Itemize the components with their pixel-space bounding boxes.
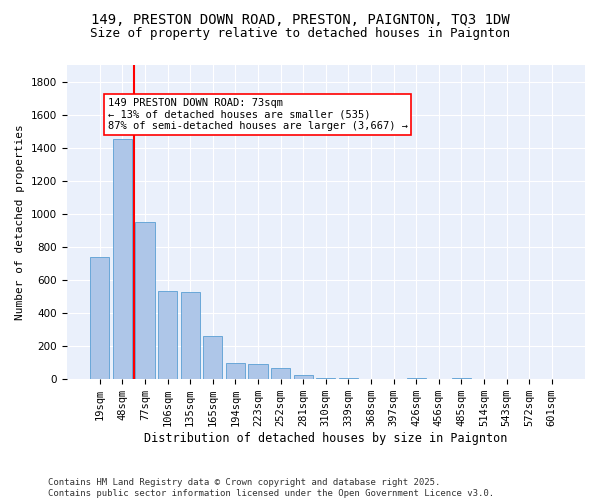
Text: Contains HM Land Registry data © Crown copyright and database right 2025.
Contai: Contains HM Land Registry data © Crown c… <box>48 478 494 498</box>
X-axis label: Distribution of detached houses by size in Paignton: Distribution of detached houses by size … <box>144 432 508 445</box>
Text: Size of property relative to detached houses in Paignton: Size of property relative to detached ho… <box>90 28 510 40</box>
Bar <box>316 378 335 379</box>
Bar <box>113 140 132 379</box>
Text: 149 PRESTON DOWN ROAD: 73sqm
← 13% of detached houses are smaller (535)
87% of s: 149 PRESTON DOWN ROAD: 73sqm ← 13% of de… <box>107 98 407 132</box>
Bar <box>271 368 290 379</box>
Bar <box>226 362 245 379</box>
Bar <box>293 375 313 379</box>
Bar <box>452 378 471 379</box>
Bar <box>339 378 358 379</box>
Bar <box>181 292 200 379</box>
Bar <box>158 290 177 379</box>
Bar <box>136 222 155 379</box>
Bar <box>203 336 223 379</box>
Bar <box>90 257 109 379</box>
Y-axis label: Number of detached properties: Number of detached properties <box>15 124 25 320</box>
Bar <box>248 364 268 379</box>
Bar <box>407 378 426 379</box>
Text: 149, PRESTON DOWN ROAD, PRESTON, PAIGNTON, TQ3 1DW: 149, PRESTON DOWN ROAD, PRESTON, PAIGNTO… <box>91 12 509 26</box>
